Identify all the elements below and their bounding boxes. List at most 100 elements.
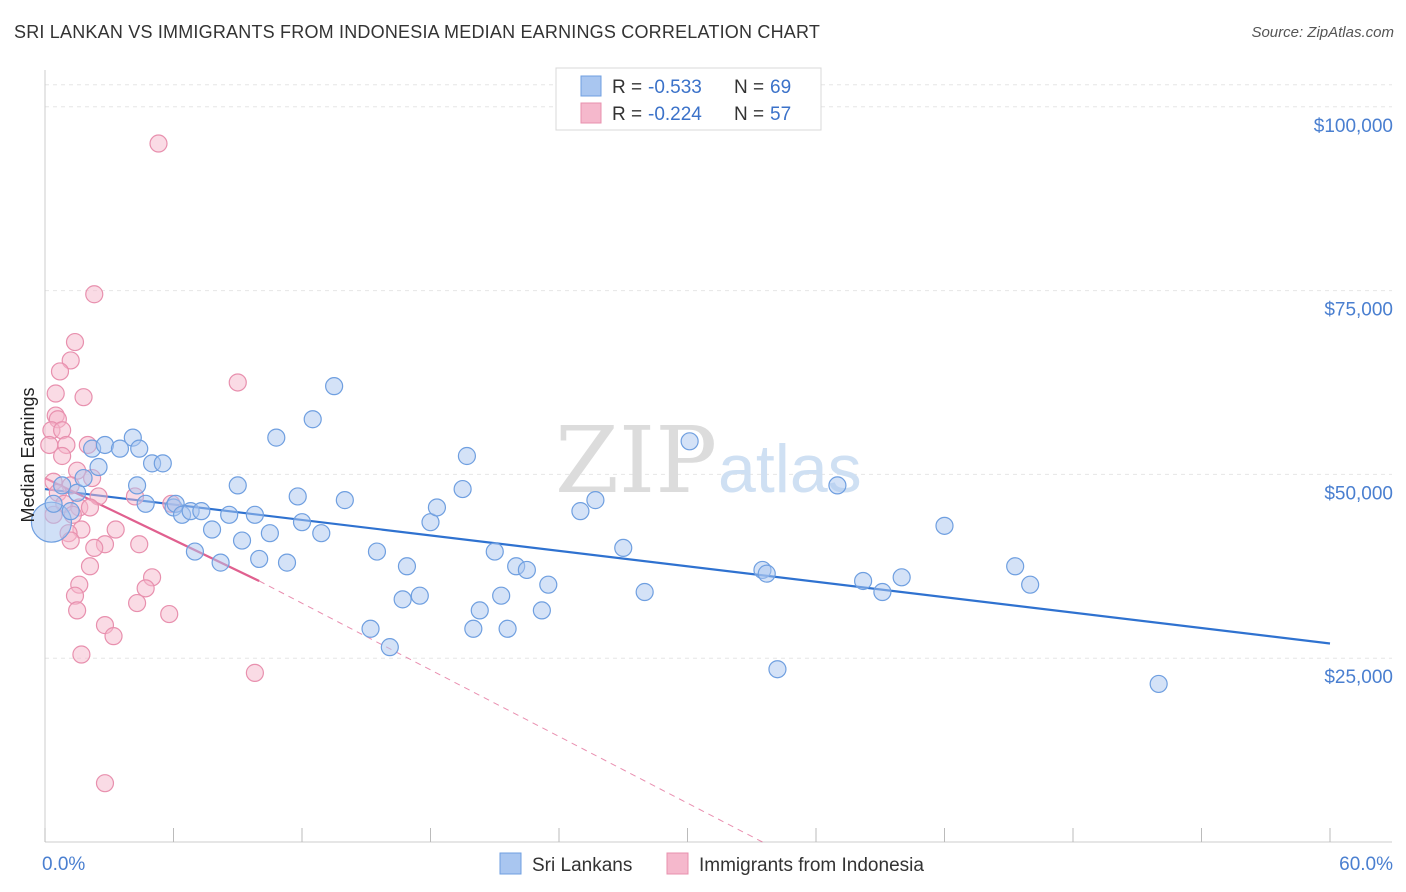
watermark-atlas: atlas — [718, 431, 862, 507]
legend-n-value-2: 57 — [770, 104, 791, 125]
y-tick-label-0: $25,000 — [1324, 667, 1393, 688]
point-indonesia-45 — [104, 627, 123, 646]
point-sri-lankans-33 — [292, 513, 312, 532]
point-sri-lankans-58 — [586, 491, 605, 510]
point-indonesia-26 — [80, 498, 100, 517]
point-sri-lankans-56 — [539, 575, 558, 594]
y-axis-label: Median Earnings — [18, 387, 38, 522]
point-sri-lankans-12 — [127, 476, 147, 495]
watermark-zip: ZIP — [555, 407, 717, 514]
point-sri-lankans-26 — [232, 531, 252, 550]
point-indonesia-48 — [95, 774, 115, 793]
point-sri-lankans-21 — [192, 502, 211, 521]
watermark: ZIP atlas — [555, 407, 862, 514]
legend-n-label-2: N = — [734, 104, 764, 125]
point-sri-lankans-59 — [614, 538, 633, 558]
point-sri-lankans-51 — [492, 586, 511, 605]
point-sri-lankans-67 — [873, 582, 892, 602]
point-sri-lankans-23 — [211, 553, 230, 572]
point-sri-lankans-70 — [1006, 557, 1025, 576]
point-sri-lankans-32 — [288, 487, 307, 506]
point-sri-lankans-24 — [220, 505, 239, 524]
point-sri-lankans-71 — [1021, 575, 1040, 594]
point-indonesia-42 — [68, 601, 87, 620]
point-indonesia-1 — [85, 285, 104, 304]
point-indonesia-43 — [160, 604, 179, 624]
point-sri-lankans-47 — [457, 446, 477, 466]
point-sri-lankans-54 — [517, 560, 536, 580]
point-indonesia-30 — [106, 520, 125, 539]
legend-r-value-2: -0.224 — [648, 104, 702, 125]
point-sri-lankans-61 — [680, 432, 699, 451]
point-indonesia-47 — [245, 663, 264, 682]
point-sri-lankans-27 — [245, 505, 264, 524]
point-sri-lankans-42 — [397, 557, 417, 576]
point-sri-lankans-63 — [757, 564, 776, 583]
point-sri-lankans-31 — [277, 553, 297, 572]
bottom-legend-swatch-sri-lankans — [499, 852, 522, 875]
point-sri-lankans-52 — [498, 619, 517, 638]
point-sri-lankans-64 — [768, 660, 787, 679]
point-sri-lankans-34 — [303, 410, 322, 429]
stats-legend: R = -0.533 N = 69 R = -0.224 N = 57 — [555, 67, 822, 131]
point-indonesia-7 — [228, 373, 247, 392]
legend-r-value-1: -0.533 — [648, 77, 702, 98]
point-sri-lankans-68 — [892, 568, 911, 587]
point-sri-lankans-46 — [453, 479, 472, 499]
point-sri-lankans-38 — [361, 619, 380, 638]
legend-n-label-1: N = — [734, 77, 764, 98]
point-sri-lankans-49 — [470, 601, 489, 620]
point-sri-lankans-5 — [89, 457, 108, 477]
point-sri-lankans-66 — [854, 571, 873, 591]
point-sri-lankans-45 — [427, 498, 447, 517]
point-indonesia-39 — [136, 579, 155, 598]
point-sri-lankans-48 — [464, 619, 483, 638]
point-sri-lankans-43 — [410, 586, 429, 605]
legend-swatch-sri-lankans — [580, 75, 602, 97]
point-sri-lankans-37 — [335, 491, 354, 510]
tick-labels: $25,000 $50,000 $75,000 $100,000 0.0% 60.0% — [42, 116, 1393, 875]
point-sri-lankans-3 — [61, 502, 80, 521]
source-label: Source: ZipAtlas.com — [1251, 24, 1394, 41]
point-indonesia-35 — [130, 535, 149, 554]
bottom-legend-swatch-indonesia — [666, 852, 689, 875]
point-sri-lankans-40 — [380, 638, 399, 657]
point-indonesia-3 — [61, 351, 80, 370]
y-tick-label-1: $50,000 — [1324, 483, 1393, 504]
bottom-legend-label-indonesia: Immigrants from Indonesia — [699, 855, 924, 876]
point-indonesia-46 — [72, 645, 91, 664]
point-sri-lankans-22 — [202, 520, 222, 539]
point-sri-lankans-1 — [44, 494, 63, 513]
y-tick-label-2: $75,000 — [1324, 300, 1393, 321]
trend-line-extended-1 — [258, 580, 763, 843]
point-sri-lankans-60 — [635, 582, 654, 602]
point-sri-lankans-57 — [571, 502, 590, 521]
point-sri-lankans-19 — [185, 542, 205, 561]
point-sri-lankans-8 — [95, 435, 115, 455]
point-sri-lankans-29 — [260, 524, 279, 543]
point-sri-lankans-30 — [267, 428, 286, 447]
point-sri-lankans-65 — [828, 476, 847, 495]
point-indonesia-4 — [50, 362, 70, 381]
point-sri-lankans-28 — [250, 549, 269, 569]
point-indonesia-0 — [149, 134, 168, 153]
point-sri-lankans-55 — [532, 601, 551, 620]
point-sri-lankans-50 — [485, 542, 504, 561]
gridlines — [45, 84, 1392, 659]
point-indonesia-2 — [65, 332, 85, 352]
point-indonesia-32 — [61, 531, 80, 550]
point-sri-lankans-13 — [136, 494, 155, 513]
axes — [44, 70, 1392, 843]
bottom-legend-label-sri-lankans: Sri Lankans — [532, 855, 632, 876]
point-sri-lankans-72 — [1149, 674, 1168, 694]
point-sri-lankans-9 — [110, 439, 130, 458]
point-indonesia-41 — [127, 593, 147, 613]
point-sri-lankans-11 — [130, 439, 149, 458]
y-tick-label-3: $100,000 — [1314, 116, 1393, 137]
point-sri-lankans-69 — [935, 516, 954, 535]
point-indonesia-36 — [80, 557, 100, 576]
x-tick-label-max: 60.0% — [1339, 854, 1393, 875]
point-sri-lankans-2 — [53, 476, 72, 495]
point-sri-lankans-39 — [367, 542, 387, 561]
